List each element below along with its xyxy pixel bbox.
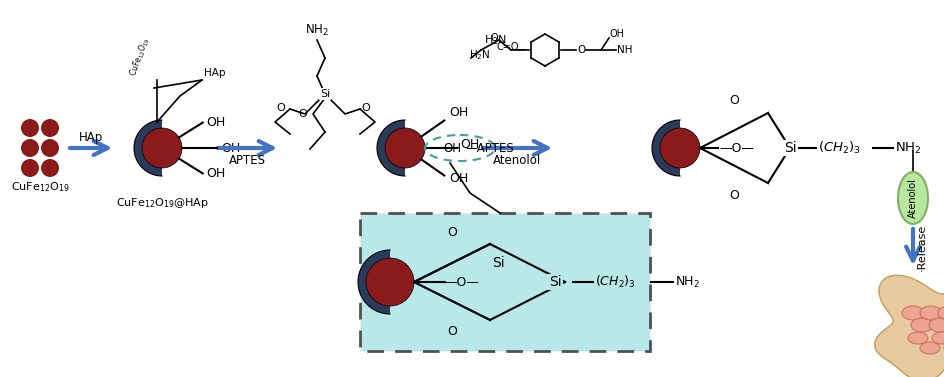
Text: O: O [447, 226, 457, 239]
Polygon shape [651, 120, 680, 176]
Circle shape [142, 128, 182, 168]
Text: —APTES: —APTES [464, 141, 514, 155]
Text: Si: Si [548, 275, 561, 289]
Text: —O—: —O— [444, 276, 479, 288]
Circle shape [21, 139, 39, 157]
Text: NH$_2$: NH$_2$ [894, 141, 920, 156]
Text: —: — [513, 43, 526, 57]
Text: Si: Si [492, 256, 504, 270]
Polygon shape [134, 120, 161, 176]
Circle shape [41, 139, 59, 157]
Text: O: O [490, 33, 497, 43]
Text: C=O: C=O [496, 42, 518, 52]
Text: OH: OH [448, 172, 468, 184]
Text: Si: Si [319, 89, 329, 99]
Text: NH: NH [616, 45, 632, 55]
Circle shape [659, 128, 700, 168]
Text: CuFe$_{12}$O$_{19}$: CuFe$_{12}$O$_{19}$ [126, 35, 153, 78]
Ellipse shape [897, 172, 927, 224]
Text: O: O [728, 94, 738, 107]
Text: O: O [298, 109, 307, 119]
Text: O: O [577, 45, 584, 55]
Circle shape [21, 159, 39, 177]
Text: CuFe$_{12}$O$_{19}$@HAp: CuFe$_{12}$O$_{19}$@HAp [115, 196, 209, 210]
Ellipse shape [928, 318, 944, 332]
Text: ·Release: ·Release [916, 224, 926, 271]
Ellipse shape [943, 342, 944, 354]
Text: OH: OH [221, 141, 240, 155]
Text: Atenolol: Atenolol [493, 153, 541, 167]
Text: O: O [447, 325, 457, 338]
Ellipse shape [937, 306, 944, 320]
Polygon shape [377, 120, 405, 176]
Text: OH: OH [443, 141, 461, 155]
FancyBboxPatch shape [360, 213, 649, 351]
Text: O: O [728, 189, 738, 202]
Ellipse shape [919, 306, 941, 320]
Text: H$_2$N: H$_2$N [483, 33, 507, 47]
Text: CuFe$_{12}$O$_{19}$: CuFe$_{12}$O$_{19}$ [10, 180, 69, 194]
Ellipse shape [901, 306, 923, 320]
Text: APTES: APTES [228, 153, 265, 167]
Circle shape [41, 119, 59, 137]
Text: $(CH_2)_3$: $(CH_2)_3$ [595, 274, 635, 290]
Text: H$_2$N: H$_2$N [468, 48, 490, 62]
Circle shape [384, 128, 425, 168]
Text: —O—: —O— [718, 141, 753, 155]
Circle shape [41, 159, 59, 177]
Ellipse shape [907, 332, 927, 344]
Text: HAp: HAp [78, 132, 103, 144]
Text: HAp: HAp [204, 68, 226, 78]
Polygon shape [874, 275, 944, 377]
Text: OH: OH [460, 138, 479, 152]
Circle shape [21, 119, 39, 137]
Text: Si: Si [783, 141, 796, 155]
Ellipse shape [919, 342, 939, 354]
Text: OH: OH [207, 167, 226, 180]
Text: O: O [276, 103, 285, 113]
Text: O: O [361, 103, 369, 113]
Text: NH$_2$: NH$_2$ [305, 23, 329, 38]
Polygon shape [358, 250, 390, 314]
Ellipse shape [931, 332, 944, 344]
Text: OH: OH [448, 106, 468, 120]
Text: Atenolol: Atenolol [907, 178, 917, 218]
Text: OH: OH [610, 29, 624, 39]
Text: OH: OH [207, 116, 226, 129]
Circle shape [365, 258, 413, 306]
Ellipse shape [910, 318, 932, 332]
Text: NH$_2$: NH$_2$ [674, 274, 700, 290]
Text: $(CH_2)_3$: $(CH_2)_3$ [818, 140, 860, 156]
